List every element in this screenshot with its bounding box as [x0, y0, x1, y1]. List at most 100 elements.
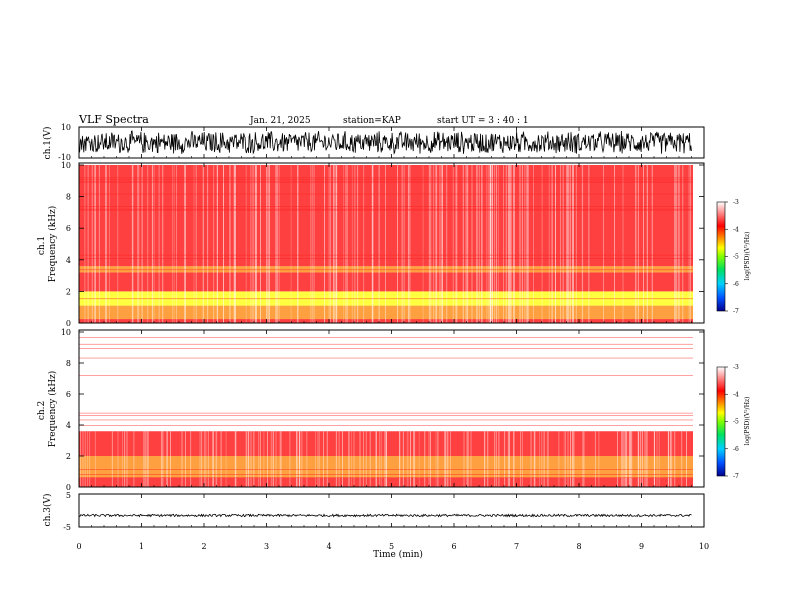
spectrogram-streak	[147, 165, 149, 323]
ch1-spec-ylabel-line1: ch.1	[37, 236, 47, 255]
spectrogram-streak	[422, 165, 424, 323]
spectrogram-streak	[397, 165, 398, 323]
spectrogram-streak	[269, 165, 270, 323]
spectrogram-streak	[313, 165, 315, 323]
spectrogram-streak	[621, 332, 623, 487]
spectrogram-streak	[676, 165, 678, 323]
spectrogram-streak	[669, 332, 671, 487]
spectrogram-streak	[162, 332, 164, 487]
spectrogram-streak	[170, 332, 171, 487]
spectrogram-streak	[233, 165, 235, 323]
spectrogram-ytick-label: 2	[66, 287, 71, 296]
spectrogram-streak	[681, 332, 683, 487]
spectrogram-streak	[507, 332, 509, 487]
spectrogram-streak	[428, 332, 430, 487]
spectrogram-streak	[433, 165, 435, 323]
spectrogram-streak	[319, 332, 320, 487]
spectrogram-line	[79, 254, 693, 256]
spectrogram-streak	[481, 165, 483, 323]
spectrogram-streak	[533, 332, 535, 487]
spectrogram-streak	[245, 165, 247, 323]
spectrogram-streak	[375, 332, 377, 487]
colorbar-tick-label: -7	[733, 473, 739, 480]
ch2-spectrogram-yticks: 0 2 4 6 8 10	[61, 328, 704, 492]
spectrogram-streak	[199, 332, 201, 487]
spectrogram-streak	[418, 332, 420, 487]
spectrogram-streak	[487, 332, 489, 487]
spectrogram-streak	[524, 165, 525, 323]
spectrogram-streak	[656, 332, 658, 487]
spectrogram-streak	[333, 165, 334, 323]
colorbar-tick-label: -4	[733, 226, 739, 233]
spectrogram-streak	[122, 332, 123, 487]
spectrogram-streak	[492, 165, 493, 323]
spectrogram-streak	[158, 165, 160, 323]
spectrogram-streak	[297, 332, 298, 487]
spectrogram-streak	[220, 332, 222, 487]
spectrogram-streak	[385, 165, 386, 323]
spectrogram-streak	[623, 332, 625, 487]
ch3-waveform-frame	[78, 493, 705, 528]
spectrogram-streak	[185, 165, 186, 323]
spectrogram-streak	[498, 332, 500, 487]
spectrogram-streak	[250, 165, 252, 323]
spectrogram-streak	[570, 165, 571, 323]
spectrogram-streak	[161, 332, 163, 487]
spectrogram-streak	[229, 165, 231, 323]
spectrogram-streak	[84, 332, 86, 487]
spectrogram-streak	[548, 165, 550, 323]
spectrogram-streak	[626, 332, 628, 487]
spectrogram-streak	[588, 165, 590, 323]
spectrogram-streak	[646, 165, 648, 323]
spectrogram-streak	[630, 332, 632, 487]
spectrogram-streak	[513, 332, 514, 487]
spectrogram-streak	[494, 165, 496, 323]
spectrogram-streak	[674, 165, 676, 323]
spectrogram-streak	[126, 332, 128, 487]
spectrogram-streak	[413, 332, 415, 487]
spectrogram-streak	[117, 165, 119, 323]
time-tick-label: 1	[139, 542, 144, 551]
spectrogram-streak	[403, 165, 405, 323]
ch1-colorbar-ticks: -3 -4 -5 -6 -7	[725, 199, 739, 315]
spectrogram-streak	[326, 332, 328, 487]
spectrogram-streak	[359, 332, 361, 487]
spectrogram-streak	[273, 332, 274, 487]
spectrogram-streak	[635, 165, 637, 323]
spectrogram-streak	[296, 332, 297, 487]
spectrogram-streak	[519, 165, 521, 323]
spectrogram-streak	[328, 165, 330, 323]
spectrogram-streak	[371, 165, 373, 323]
spectrogram-streak	[378, 165, 380, 323]
spectrogram-streak	[539, 332, 540, 487]
ch1-spectrogram-yticks: 0 2 4 6 8 10	[61, 161, 704, 328]
spectrogram-streak	[151, 165, 153, 323]
spectrogram-streak	[343, 165, 345, 323]
spectrogram-streak	[182, 332, 183, 487]
spectrogram-streak	[440, 165, 442, 323]
station-label: station=KAP	[343, 116, 401, 126]
spectrogram-streak	[306, 332, 308, 487]
colorbar-tick-label: -5	[733, 419, 739, 426]
spectrogram-ytick-label: 10	[61, 328, 71, 337]
ch1-colorbar-scale	[716, 201, 726, 312]
spectrogram-streak	[573, 165, 574, 323]
spectrogram-streak	[384, 332, 386, 487]
ch1-waveform-line	[78, 130, 692, 155]
spectrogram-streak	[435, 165, 436, 323]
spectrogram-line	[79, 474, 693, 475]
spectrogram-streak	[631, 332, 633, 487]
spectrogram-streak	[624, 332, 626, 487]
spectrogram-streak	[147, 332, 149, 487]
spectrogram-streak	[345, 165, 347, 323]
spectrogram-line	[79, 337, 693, 338]
spectrogram-streak	[281, 332, 282, 487]
spectrogram-streak	[98, 165, 100, 323]
spectrogram-streak	[324, 165, 325, 323]
spectrogram-streak	[621, 332, 623, 487]
spectrogram-streak	[486, 165, 488, 323]
ch1-ylabel: ch.1(V)	[42, 127, 53, 160]
spectrogram-line	[79, 209, 693, 211]
spectrogram-streak	[510, 165, 512, 323]
spectrogram-streak	[338, 332, 340, 487]
